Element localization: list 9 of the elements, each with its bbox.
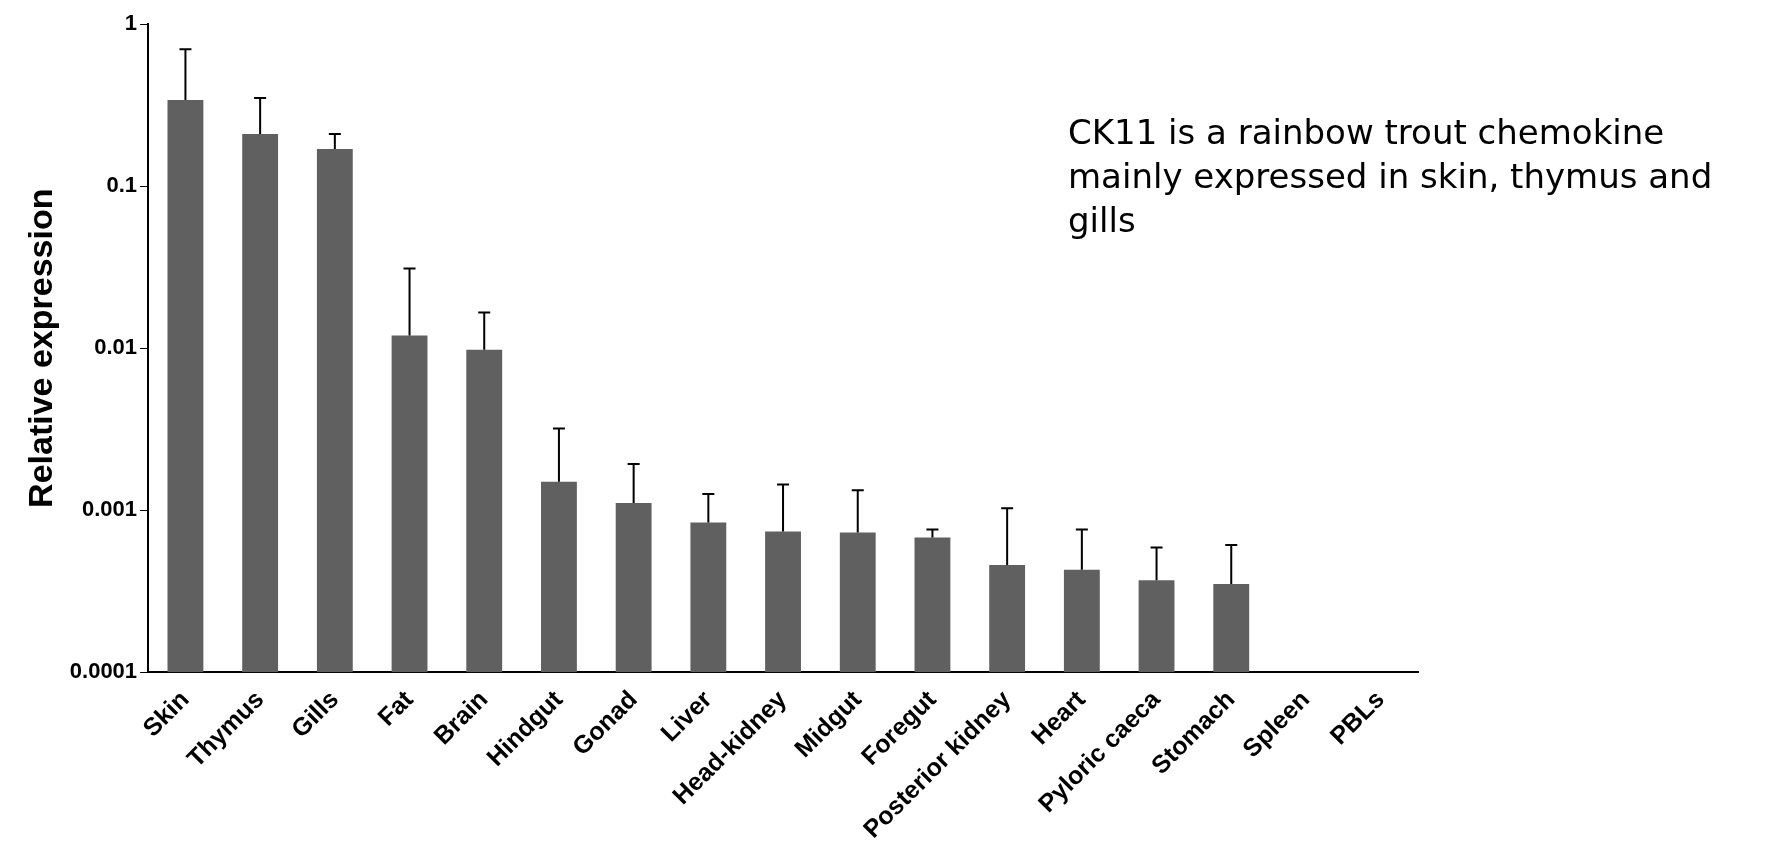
y-tick-label: 0.01 <box>94 334 138 360</box>
y-axis-title: Relative expression <box>20 188 59 508</box>
y-tick-label: 0.0001 <box>69 658 138 684</box>
y-tick-label: 0.1 <box>106 172 138 198</box>
y-tick-label: 1 <box>124 10 138 36</box>
annotation: CK11 is a rainbow trout chemokine mainly expressed in skin, thymus and gills <box>1068 111 1713 240</box>
x-tick-label: Gills <box>285 684 344 743</box>
y-tick-label: 0.001 <box>82 496 138 522</box>
x-tick-label: Fat <box>371 684 419 731</box>
